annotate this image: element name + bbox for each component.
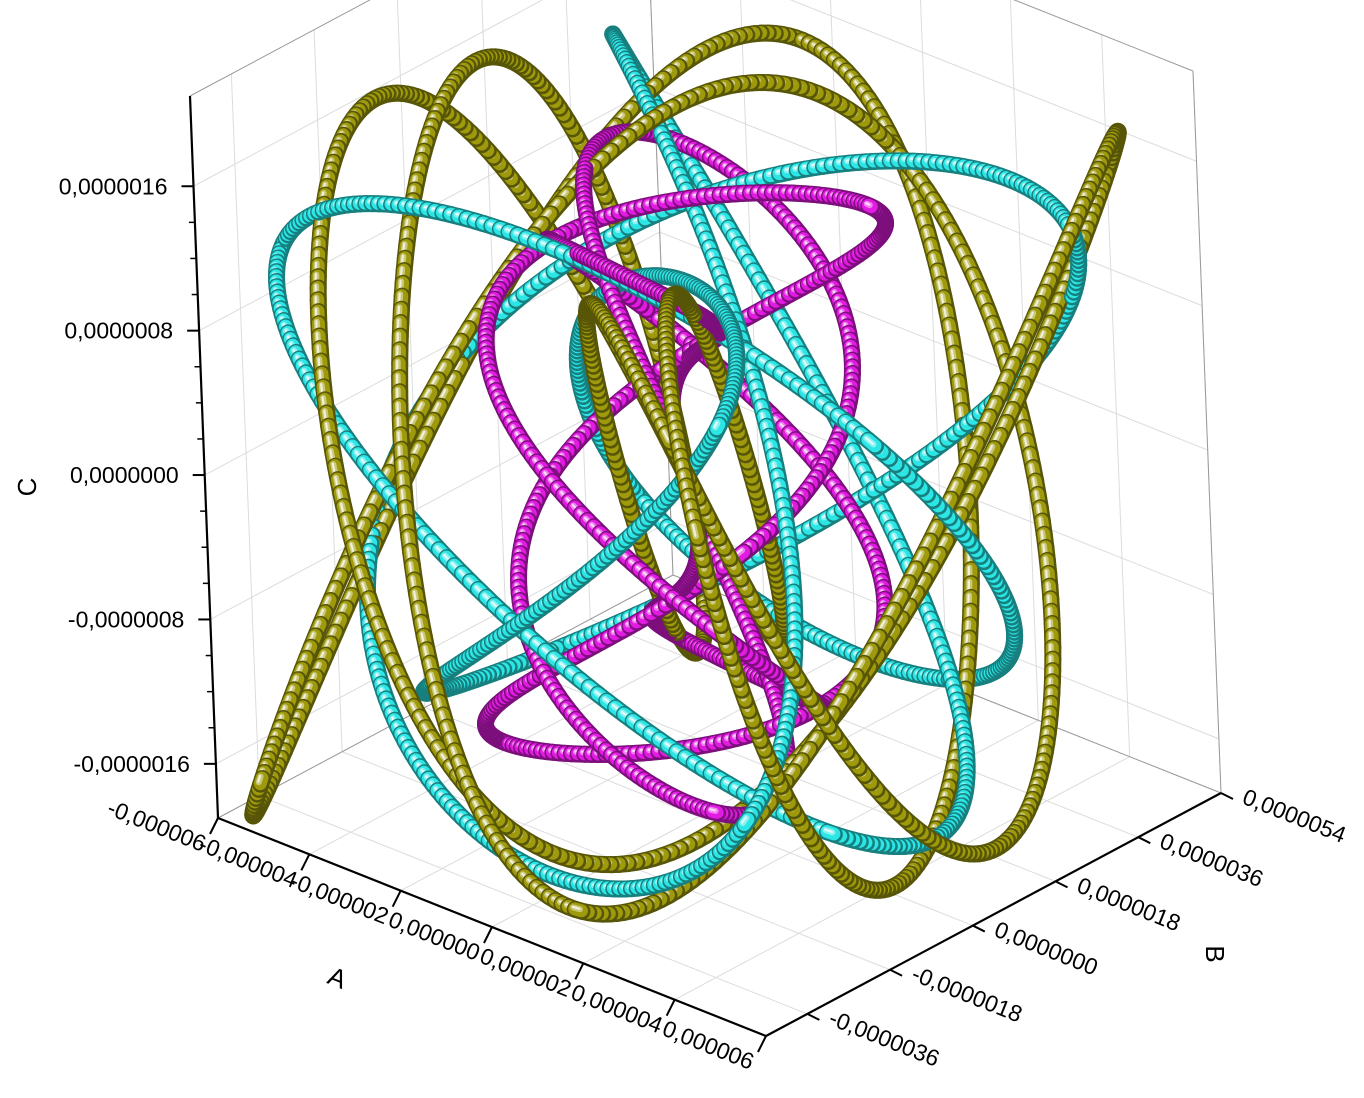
a-axis-tick bbox=[301, 854, 309, 870]
c-tick-label: -0,0000008 bbox=[68, 606, 184, 632]
box-edge bbox=[190, 0, 645, 96]
b-tick-label: 0,0000000 bbox=[991, 916, 1102, 980]
a-tick-label: 0,000000 bbox=[385, 906, 484, 966]
grid-line bbox=[231, 74, 259, 796]
b-axis-title: B bbox=[1200, 945, 1230, 962]
b-axis-tick bbox=[890, 970, 902, 976]
c-axis-title: C bbox=[12, 478, 42, 497]
c-tick-label: -0,0000016 bbox=[74, 751, 190, 777]
series-2-segment bbox=[715, 423, 720, 430]
series-layer bbox=[250, 31, 1118, 914]
series-2-segment bbox=[866, 438, 876, 447]
a-axis-tick bbox=[667, 1000, 675, 1016]
a-axis-title: A bbox=[324, 960, 352, 995]
a-tick-label: 0,000006 bbox=[659, 1015, 758, 1075]
a-axis-tick bbox=[393, 891, 401, 907]
a-tick-label: -0,000004 bbox=[195, 831, 301, 894]
a-axis-tick bbox=[758, 1036, 766, 1052]
series-1-segment bbox=[258, 776, 262, 784]
a-tick-label: -0,000006 bbox=[104, 794, 210, 856]
b-axis-tick bbox=[1138, 837, 1150, 843]
series-3-segment bbox=[710, 809, 717, 813]
a-axis-tick bbox=[575, 963, 583, 979]
series-1-segment bbox=[693, 525, 698, 538]
b-tick-label: 0,0000054 bbox=[1239, 783, 1350, 847]
series-3-segment bbox=[866, 203, 872, 207]
a-axis-tick bbox=[484, 927, 492, 943]
b-tick-label: -0,0000036 bbox=[826, 1004, 944, 1071]
b-tick-label: -0,0000018 bbox=[908, 960, 1026, 1027]
c-tick-label: 0,0000000 bbox=[70, 462, 179, 488]
series-2-segment bbox=[742, 817, 748, 825]
a-tick-label: 0,000004 bbox=[568, 979, 667, 1039]
b-axis-tick bbox=[1221, 793, 1233, 799]
a-axis-tick bbox=[210, 818, 218, 834]
b-tick-label: 0,0000018 bbox=[1074, 872, 1185, 936]
b-axis-tick bbox=[973, 926, 985, 932]
c-tick-label: 0,0000008 bbox=[64, 318, 173, 344]
a-tick-label: 0,000002 bbox=[476, 942, 575, 1002]
b-axis-tick bbox=[1056, 881, 1068, 887]
series-1-segment bbox=[573, 907, 582, 911]
series-2-segment bbox=[825, 830, 834, 835]
a-tick-label: -0,000002 bbox=[287, 867, 393, 929]
box-edge bbox=[1193, 71, 1221, 793]
b-axis-tick bbox=[807, 1014, 819, 1020]
c-axis-line bbox=[190, 96, 218, 818]
b-tick-label: 0,0000036 bbox=[1156, 828, 1267, 892]
c-tick-label: 0,0000016 bbox=[59, 173, 168, 199]
